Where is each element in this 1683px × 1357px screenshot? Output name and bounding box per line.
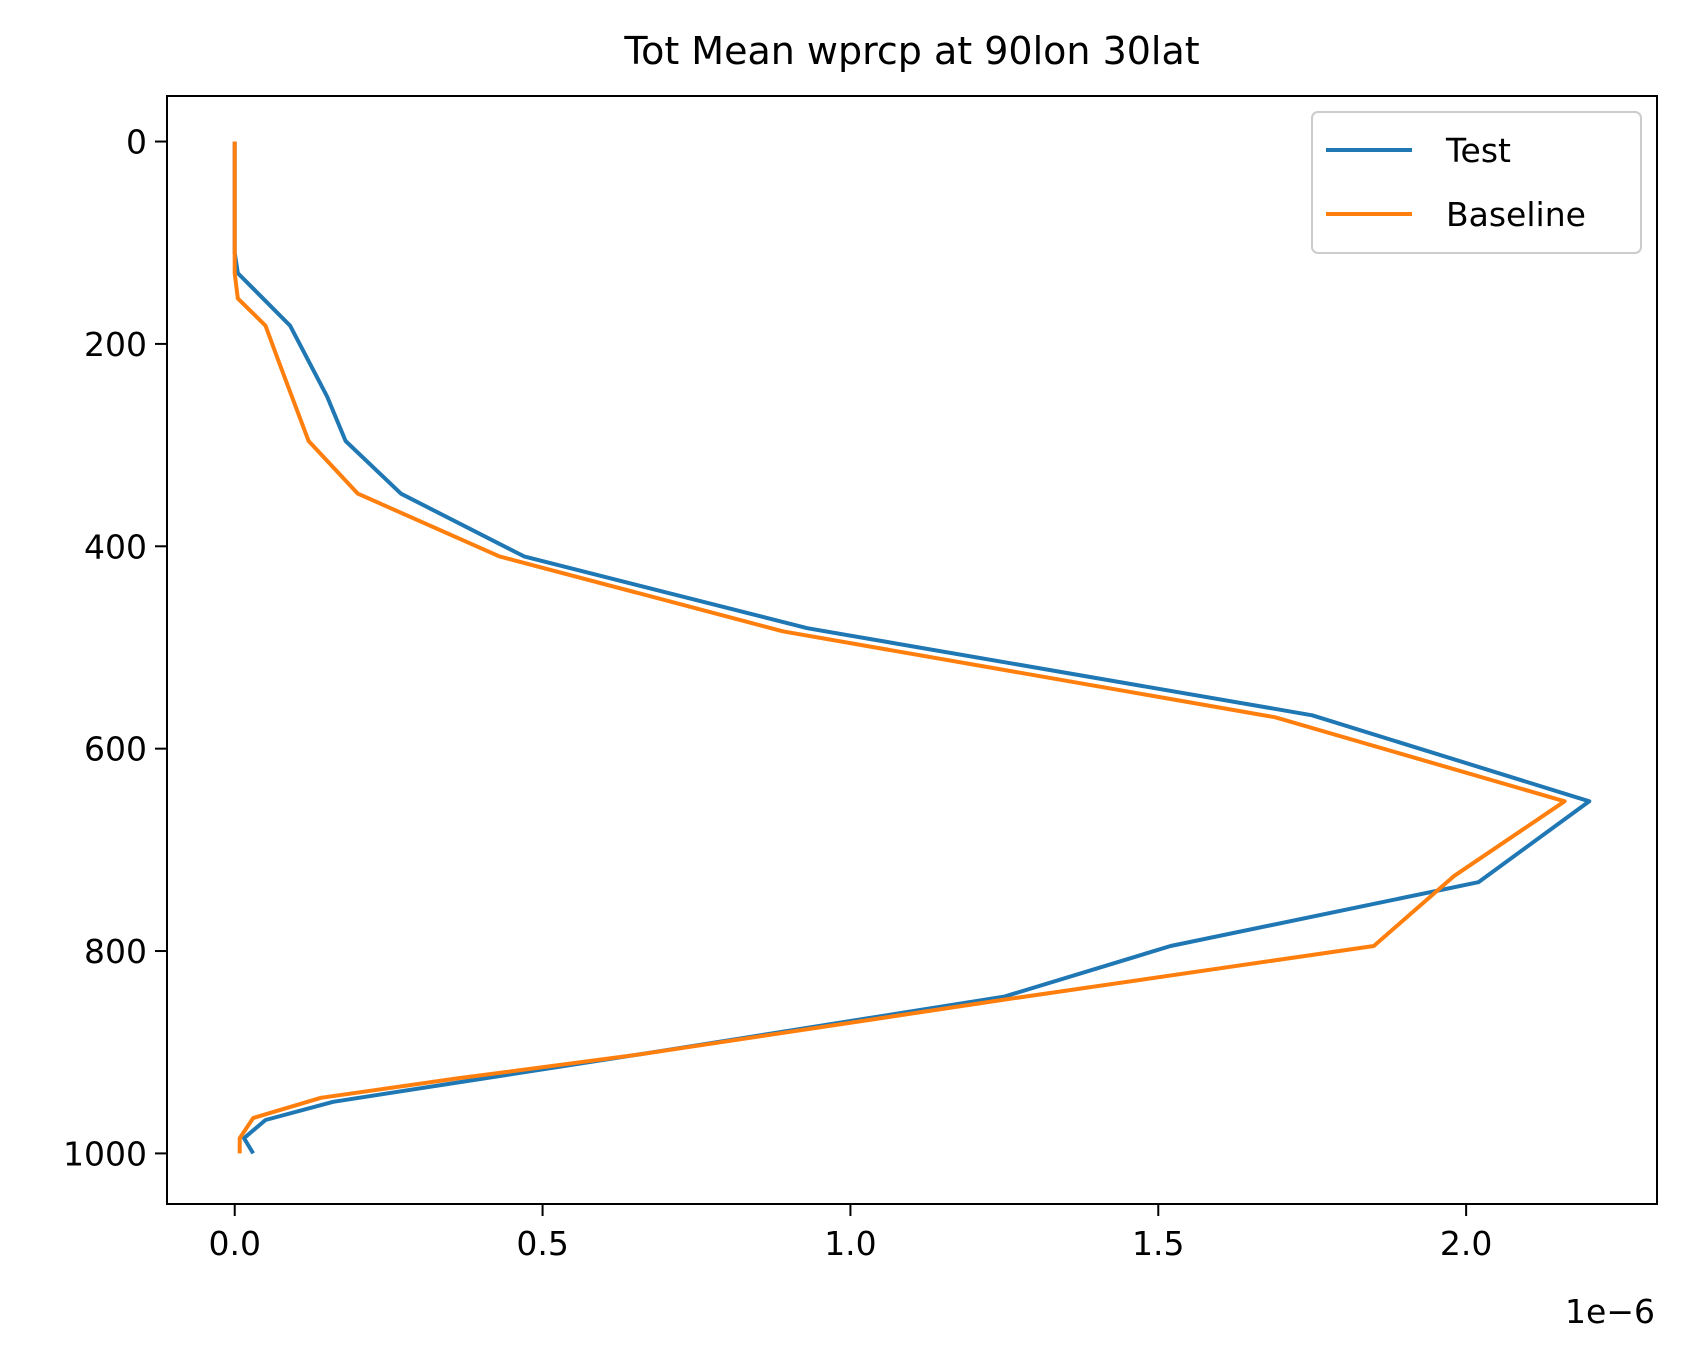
legend-label-test: Test	[1445, 131, 1511, 170]
x-axis: 0.0 0.5 1.0 1.5 2.0	[208, 1204, 1492, 1263]
x-tick-label: 0.0	[208, 1224, 260, 1263]
chart-title: Tot Mean wprcp at 90lon 30lat	[623, 29, 1199, 73]
series-line-baseline	[232, 141, 1567, 1154]
x-axis-offset-label: 1e−6	[1565, 1292, 1655, 1331]
series-line-test	[232, 141, 1592, 1155]
y-tick-label: 200	[84, 325, 147, 364]
y-axis: 0 200 400 600 800 1000	[63, 123, 167, 1173]
legend-label-baseline: Baseline	[1446, 195, 1586, 234]
y-tick-label: 600	[84, 730, 147, 769]
y-tick-label: 0	[126, 123, 147, 162]
legend-frame	[1311, 111, 1642, 254]
legend: Test Baseline	[1311, 111, 1642, 254]
plot-area-frame	[166, 95, 1658, 1205]
y-tick-label: 800	[84, 932, 147, 971]
series-layer	[232, 141, 1592, 1155]
y-tick-label: 1000	[63, 1134, 147, 1173]
x-tick-label: 2.0	[1440, 1224, 1492, 1263]
y-tick-label: 400	[84, 527, 147, 566]
x-tick-label: 0.5	[516, 1224, 568, 1263]
x-tick-label: 1.0	[824, 1224, 876, 1263]
x-tick-label: 1.5	[1132, 1224, 1184, 1263]
